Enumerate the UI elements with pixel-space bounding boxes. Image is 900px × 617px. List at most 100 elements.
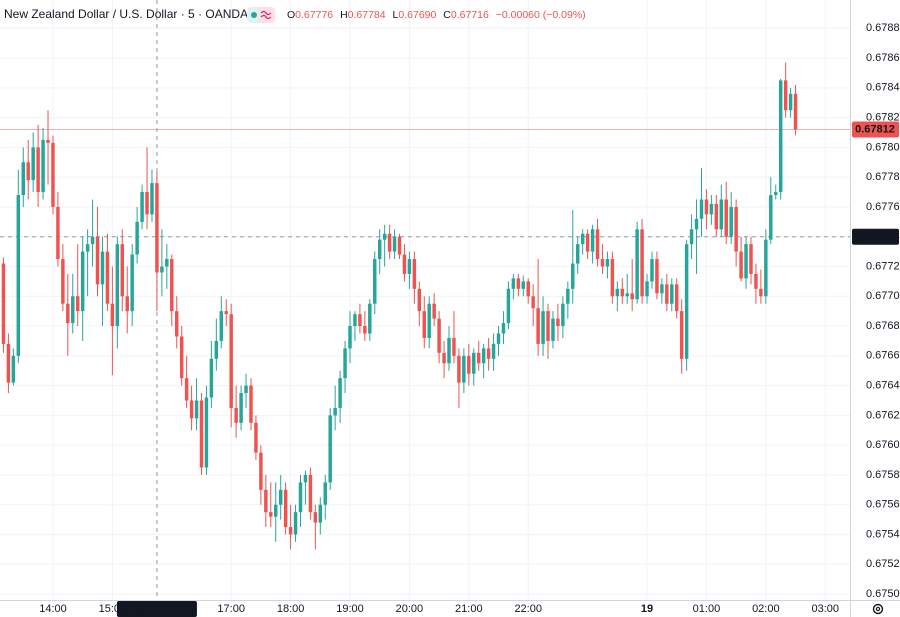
candle-body	[521, 281, 525, 289]
candle-body	[793, 93, 798, 130]
ohlc-value: 0.67716	[451, 9, 489, 21]
candle-body	[699, 199, 704, 219]
candle-body	[278, 489, 283, 505]
candle-body	[283, 489, 288, 528]
candle-body	[6, 343, 11, 383]
candle-body	[640, 229, 644, 297]
status-dot	[251, 12, 257, 18]
candle-body	[536, 308, 540, 344]
delay-badge[interactable]	[258, 7, 275, 23]
candle-body	[160, 266, 164, 273]
candle-body	[472, 352, 476, 374]
candle-body	[704, 199, 709, 215]
candle-body	[100, 251, 105, 285]
candle-body	[714, 203, 719, 230]
candle-body	[739, 251, 743, 279]
candle-body	[486, 348, 491, 359]
crosshair-time-label: 18 Jan '22 15:45	[116, 603, 197, 615]
candle-body	[21, 162, 25, 196]
candle-body	[506, 288, 511, 324]
candle-body	[184, 378, 189, 401]
candle-body	[56, 206, 60, 260]
candle-body	[397, 236, 402, 255]
candle-body	[595, 229, 600, 260]
candle-body	[333, 407, 337, 416]
candle-body	[783, 80, 788, 111]
candle-body	[452, 337, 456, 356]
candle-body	[16, 195, 21, 356]
candle-body	[120, 244, 125, 297]
candle-body	[645, 281, 649, 297]
candle-body	[437, 318, 441, 353]
candle-body	[422, 311, 426, 338]
candle-body	[447, 337, 451, 364]
candle-body	[580, 233, 585, 245]
candle-body	[457, 355, 461, 383]
candle-body	[541, 311, 545, 344]
candle-body	[244, 385, 248, 394]
candle-body	[491, 343, 496, 359]
candle-body	[630, 293, 634, 300]
candle-body	[140, 192, 144, 222]
candle-body	[353, 314, 357, 327]
candle-body	[105, 251, 110, 304]
candle-body	[130, 254, 134, 312]
candle-body	[318, 504, 323, 523]
candle-body	[274, 504, 278, 517]
candle-body	[709, 203, 714, 215]
y-tick-label: 0.67880	[866, 22, 900, 34]
candle-body	[298, 482, 303, 513]
candles	[1, 62, 798, 550]
candle-body	[734, 206, 738, 252]
candle-body	[556, 318, 560, 327]
candle-body	[209, 358, 214, 398]
candle-body	[85, 244, 90, 252]
candle-body	[551, 318, 555, 341]
candle-body	[496, 333, 501, 344]
candle-body	[373, 259, 377, 304]
ohlc-value: 0.67690	[398, 9, 436, 21]
candle-body	[600, 259, 605, 267]
candle-body	[689, 229, 694, 245]
candle-body	[194, 400, 199, 419]
candle-body	[778, 80, 783, 193]
ohlc-label: L	[393, 9, 399, 21]
crosshair-price-label-box	[852, 228, 899, 245]
candle-body	[571, 263, 575, 289]
x-tick-label: 19:00	[336, 603, 364, 615]
candle-body	[26, 162, 30, 181]
candle-body	[605, 259, 610, 267]
settings-icon-center	[875, 606, 881, 612]
settings-icon	[872, 603, 884, 615]
candle-body	[392, 236, 397, 252]
candle-body	[694, 218, 699, 230]
candle-body	[368, 303, 372, 334]
settings-button[interactable]	[872, 603, 884, 615]
candle-body	[199, 400, 204, 468]
candle-body	[675, 284, 679, 312]
candle-body	[11, 355, 16, 383]
candle-body	[363, 326, 367, 334]
candle-body	[328, 415, 332, 483]
candle-body	[1, 263, 6, 344]
candle-body	[749, 244, 753, 274]
candle-body	[590, 229, 595, 252]
candle-body	[620, 288, 625, 297]
candle-body	[679, 311, 684, 359]
candle-body	[417, 288, 422, 312]
candle-body	[561, 303, 565, 327]
candle-body	[303, 474, 308, 483]
candle-body	[338, 378, 342, 408]
candle-body	[531, 296, 535, 309]
axis-labels: 0.67812 0.67740 18 Jan '22 15:45	[116, 121, 899, 617]
candle-body	[467, 355, 471, 374]
